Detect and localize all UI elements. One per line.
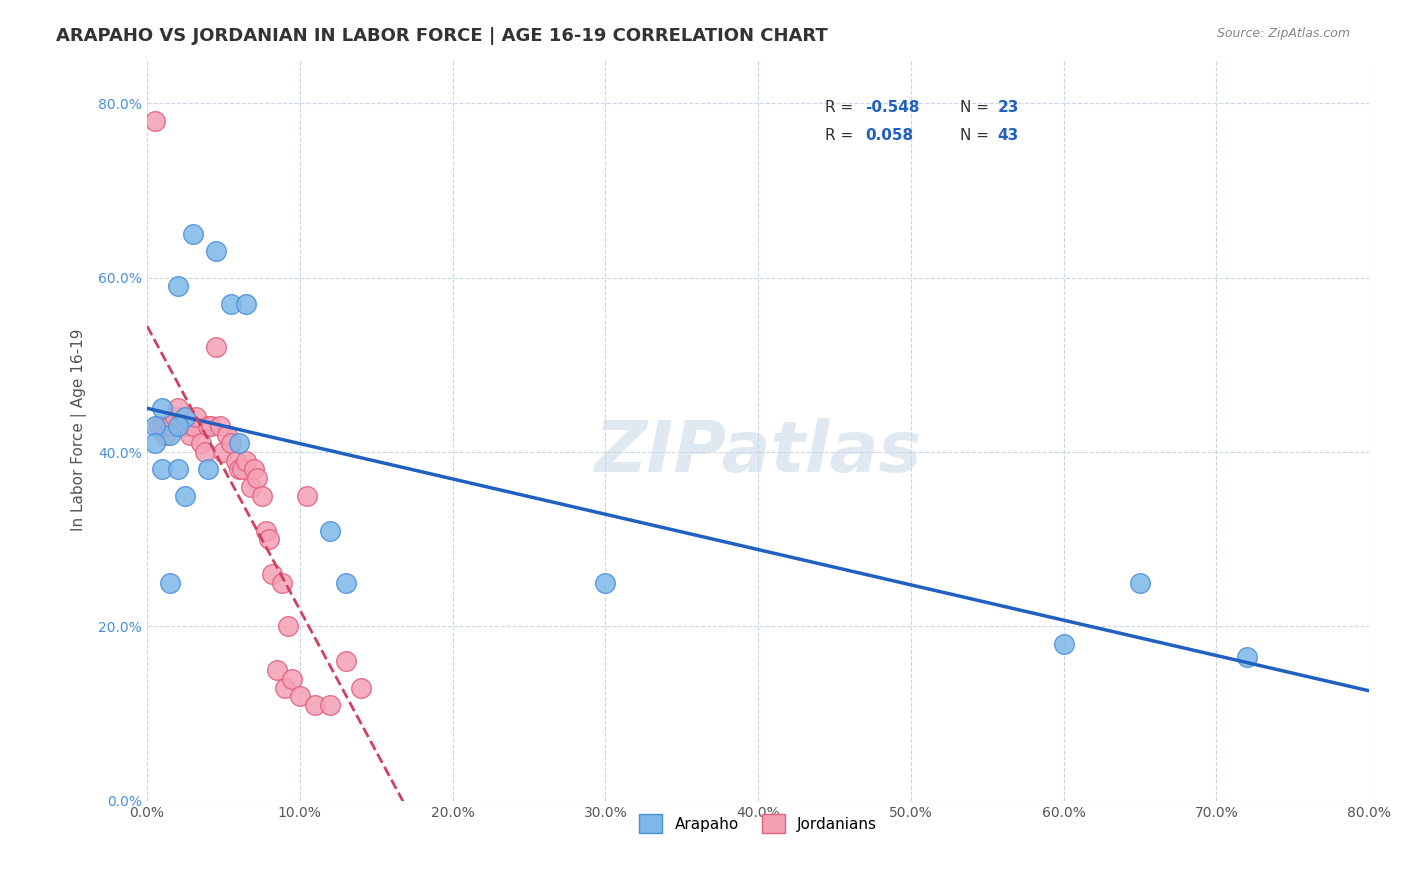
Arapaho [219,297,242,311]
Jordanians [174,418,197,433]
Jordanians [297,489,319,503]
Jordanians [235,454,257,468]
Text: R =: R = [825,128,863,143]
Arapaho [166,418,188,433]
Text: 43: 43 [998,128,1019,143]
Arapaho [174,410,197,425]
Jordanians [225,454,247,468]
Arapaho [319,524,342,538]
Jordanians [197,418,219,433]
Jordanians [262,567,284,582]
Text: ARAPAHO VS JORDANIAN IN LABOR FORCE | AGE 16-19 CORRELATION CHART: ARAPAHO VS JORDANIAN IN LABOR FORCE | AG… [56,27,828,45]
Arapaho [181,227,204,241]
Jordanians [243,462,266,476]
Text: 0.058: 0.058 [866,128,914,143]
Jordanians [170,418,193,433]
Text: Source: ZipAtlas.com: Source: ZipAtlas.com [1216,27,1350,40]
Jordanians [270,575,292,590]
Jordanians [179,427,201,442]
Jordanians [259,533,281,547]
Jordanians [205,340,228,354]
Jordanians [273,681,295,695]
Text: R =: R = [825,100,859,115]
Jordanians [166,401,188,416]
Legend: Arapaho, Jordanians: Arapaho, Jordanians [627,802,889,845]
Jordanians [212,445,235,459]
Jordanians [277,619,299,633]
Arapaho [1236,650,1258,665]
Arapaho [335,575,357,590]
Jordanians [148,418,170,433]
Jordanians [215,427,238,442]
Arapaho [159,427,181,442]
Arapaho [166,462,188,476]
Jordanians [288,690,311,704]
Y-axis label: In Labor Force | Age 16-19: In Labor Force | Age 16-19 [72,329,87,532]
Arapaho [228,436,250,450]
Jordanians [209,418,232,433]
Jordanians [250,489,273,503]
Arapaho [143,418,166,433]
Arapaho [205,244,228,259]
Jordanians [239,480,262,494]
Jordanians [194,445,217,459]
Jordanians [163,410,186,425]
Jordanians [281,672,304,686]
Jordanians [350,681,373,695]
Jordanians [254,524,277,538]
Arapaho [595,575,617,590]
Jordanians [181,418,204,433]
Text: 23: 23 [998,100,1019,115]
Jordanians [231,462,253,476]
Jordanians [304,698,326,712]
Jordanians [143,113,166,128]
Jordanians [335,654,357,668]
Arapaho [235,297,257,311]
Arapaho [174,489,197,503]
Jordanians [159,418,181,433]
Jordanians [155,427,177,442]
Text: ZIPatlas: ZIPatlas [595,418,922,487]
Jordanians [150,418,173,433]
Arapaho [150,462,173,476]
Arapaho [1129,575,1152,590]
Text: N =: N = [960,100,994,115]
Arapaho [197,462,219,476]
Arapaho [166,279,188,293]
Jordanians [266,663,288,677]
Arapaho [150,401,173,416]
Text: N =: N = [960,128,994,143]
Arapaho [159,575,181,590]
Jordanians [319,698,342,712]
Jordanians [190,436,212,450]
Jordanians [200,418,222,433]
Jordanians [219,436,242,450]
Jordanians [246,471,269,485]
Jordanians [184,410,207,425]
Jordanians [228,462,250,476]
Text: -0.548: -0.548 [866,100,920,115]
Arapaho [143,436,166,450]
Arapaho [1052,637,1074,651]
